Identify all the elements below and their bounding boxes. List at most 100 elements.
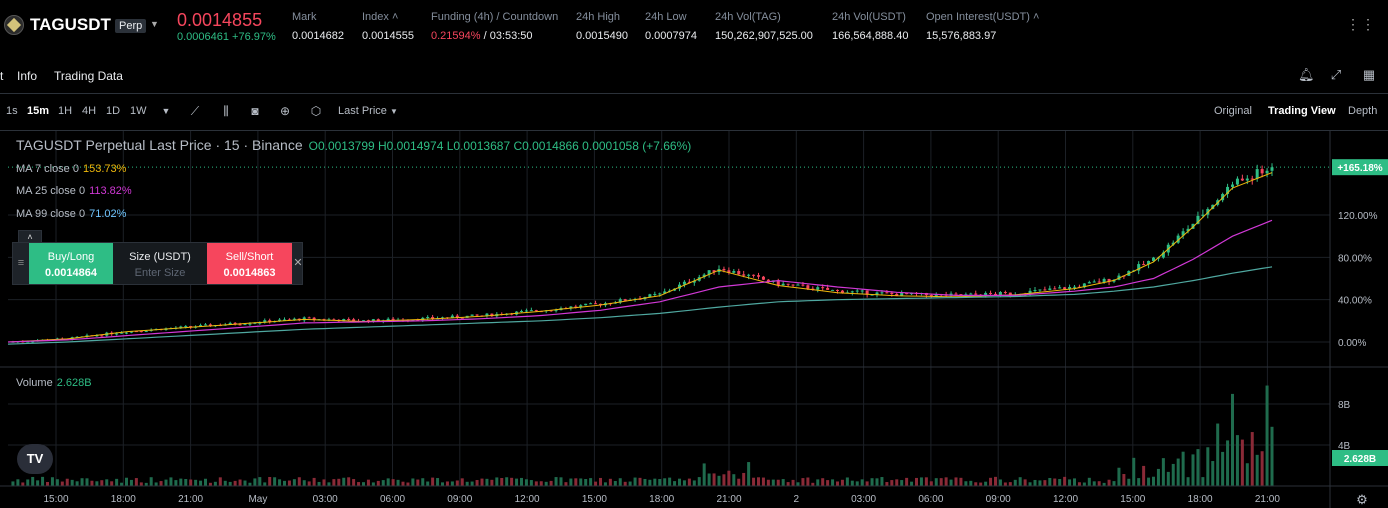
candle-body — [120, 332, 124, 334]
volume-bar — [761, 477, 765, 486]
price-chart[interactable]: 120.00% 80.00% 40.00% 0.00% 15:00 18:00 21:00 M… — [0, 131, 1388, 508]
stat-open-interest[interactable]: Open Interest(USDT) ˄ 15,576,883.97 — [926, 11, 1039, 42]
volume-bar — [648, 479, 652, 486]
timeframe-dropdown-icon[interactable]: ▼ — [161, 106, 171, 116]
divider — [0, 93, 1388, 94]
time-axis-label: 2 — [794, 494, 800, 505]
candle-body — [1102, 278, 1106, 283]
stat-index[interactable]: Index ˄ 0.0014555 — [362, 11, 414, 42]
candle-body — [860, 290, 864, 292]
candle-body — [534, 310, 538, 312]
candle-body — [1048, 288, 1052, 290]
ma7-legend[interactable]: MA 7 close 0 153.73% — [16, 163, 126, 175]
symbol-dropdown-chevron-icon[interactable]: ▼ — [150, 19, 159, 29]
more-options-icon[interactable]: ⋮⋮ — [1346, 16, 1376, 32]
candle-body — [490, 313, 494, 317]
candle-body — [850, 291, 854, 293]
volume-bar — [786, 482, 790, 486]
price-type-dropdown[interactable]: Last Price ▼ — [338, 105, 398, 117]
candle-body — [648, 294, 652, 298]
layout-grid-icon[interactable]: ▦ — [1362, 67, 1376, 82]
volume-bar — [381, 480, 385, 486]
ma25-legend[interactable]: MA 25 close 0 113.82% — [16, 185, 132, 197]
volume-bar — [159, 481, 163, 486]
view-trading-view[interactable]: Trading View — [1268, 105, 1336, 117]
volume-bar — [915, 477, 918, 486]
volume-bar — [989, 477, 993, 486]
volume-bar — [964, 481, 968, 486]
volume-bar — [1166, 471, 1170, 486]
drag-handle-icon[interactable]: ≡ — [17, 257, 25, 269]
tab-trading-data[interactable]: Trading Data — [54, 69, 123, 83]
candle-type-icon[interactable]: ⫼ — [223, 104, 229, 118]
volume-bar — [327, 482, 331, 486]
close-icon[interactable]: ✕ — [293, 257, 303, 269]
volume-bar — [1181, 451, 1185, 486]
volume-bar — [376, 480, 380, 486]
screenshot-camera-icon[interactable]: ◙ — [251, 104, 259, 118]
size-input[interactable]: Size (USDT) Enter Size — [113, 243, 207, 284]
settings-hexagon-icon[interactable]: ⬡ — [310, 104, 322, 118]
tradingview-logo-icon[interactable]: TV — [17, 444, 53, 474]
candle-body — [905, 292, 909, 295]
timeframe-15m[interactable]: 15m — [27, 105, 50, 117]
volume-bar — [357, 482, 361, 486]
time-axis-label: 15:00 — [1120, 494, 1145, 505]
stat-value: 0.21594% / 03:53:50 — [431, 30, 558, 42]
tab-info[interactable]: Info — [17, 69, 38, 83]
price-axis-label: 0.00% — [1338, 338, 1366, 349]
timeframe-1d[interactable]: 1D — [106, 105, 121, 117]
candle-body — [964, 294, 968, 296]
candle-body — [1008, 292, 1012, 295]
timeframe-4h[interactable]: 4H — [82, 105, 97, 117]
time-axis-label: 21:00 — [1255, 494, 1280, 505]
volume-bar — [1097, 481, 1101, 486]
candle-body — [687, 281, 691, 283]
volume-bar — [11, 481, 15, 486]
timeframe-1s[interactable]: 1s — [6, 105, 18, 117]
add-indicator-icon[interactable]: ⊕ — [279, 104, 291, 118]
chart-title: TAGUSDT Perpetual Last Price · 15 · Bina… — [16, 137, 303, 153]
volume-bar — [149, 477, 153, 486]
tag-logo-icon — [4, 15, 24, 35]
current-price-tag-label: +165.18% — [1337, 163, 1382, 174]
time-axis-label: 18:00 — [649, 494, 674, 505]
volume-bar — [302, 480, 306, 486]
volume-bar — [712, 473, 716, 486]
view-depth[interactable]: Depth — [1348, 105, 1378, 117]
volume-bar — [228, 481, 232, 486]
candle-body — [880, 292, 884, 294]
candle-body — [129, 331, 133, 333]
volume-bar — [362, 482, 365, 486]
tab-chart[interactable]: t — [0, 69, 4, 83]
volume-bar — [1250, 432, 1254, 486]
bell-icon[interactable]: 🔔︎ — [1298, 67, 1315, 82]
buy-long-button[interactable]: Buy/Long 0.0014864 — [29, 243, 113, 284]
view-original[interactable]: Original — [1214, 105, 1252, 117]
timeframe-1h[interactable]: 1H — [58, 105, 73, 117]
last-price: 0.0014855 — [177, 10, 263, 30]
volume-bar — [1018, 477, 1022, 486]
volume-bar — [490, 479, 494, 486]
candle-body — [144, 331, 148, 333]
fullscreen-icon[interactable]: ⤢ — [1330, 67, 1342, 82]
symbol-name[interactable]: TAGUSDT — [30, 15, 111, 34]
ma99-legend[interactable]: MA 99 close 0 71.02% — [16, 208, 126, 220]
volume-bar — [41, 476, 45, 486]
candle-body — [786, 283, 790, 285]
volume-bar — [416, 479, 420, 486]
candle-body — [584, 303, 588, 306]
volume-bar — [1201, 477, 1205, 486]
volume-bar — [208, 482, 212, 486]
volume-bar — [1102, 482, 1106, 486]
volume-bar — [134, 478, 138, 486]
candle-body — [268, 320, 272, 323]
time-axis-label: 15:00 — [43, 494, 68, 505]
volume-bar — [46, 481, 49, 486]
volume-bar — [297, 477, 301, 486]
timeframe-1w[interactable]: 1W — [130, 105, 147, 117]
sell-short-button[interactable]: Sell/Short 0.0014863 — [207, 243, 292, 284]
candle-body — [1152, 257, 1155, 261]
volume-bar — [238, 479, 242, 486]
indicator-icon[interactable]: ⟋ — [190, 104, 200, 118]
